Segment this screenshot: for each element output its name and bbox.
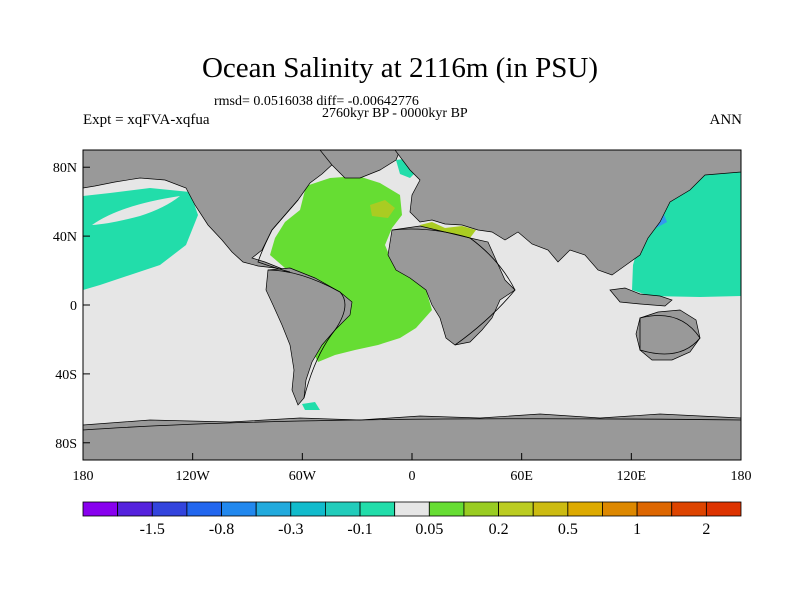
colorbar-swatch [498,501,534,517]
antarctica [83,413,741,460]
colorbar-swatch [186,501,222,517]
colorbar-swatch [325,501,361,517]
x-tick-label: 180 [73,469,94,484]
y-tick-label: 0 [70,299,77,314]
time-range-label: 2760kyr BP - 0000kyr BP [322,106,468,121]
colorbar-swatch [602,501,638,517]
colorbar-label: 0.05 [415,521,443,538]
pacific-light-patch [92,196,180,225]
y-tick-label: 40N [53,230,77,245]
south-atlantic-small-patch [302,402,320,410]
stats-subtitle: rmsd= 0.0516038 diff= -0.00642776 [214,94,419,109]
page-title: Ocean Salinity at 2116m (in PSU) [201,52,599,84]
colorbar-swatch [463,501,499,517]
north-pacific-east-patch [83,188,198,290]
colorbar-label: 1 [633,521,641,538]
x-tick-label: 120E [617,469,647,484]
x-axis: 180 120W 60W 0 60E 120E 180 [73,453,752,484]
x-tick-label: 60E [510,469,533,484]
atlantic-positive-patch [270,176,432,362]
colorbar-swatch [255,501,292,517]
colorbar-swatch [567,501,603,517]
experiment-label: Expt = xqFVA-xqfua [83,112,210,128]
y-tick-label: 40S [55,368,77,383]
y-tick-label: 80S [55,437,77,452]
season-label: ANN [709,112,743,128]
colorbar-swatch [221,501,257,517]
eurasia [394,150,741,276]
colorbar-swatch [359,501,396,517]
colorbar-label: 0.2 [489,521,509,538]
y-tick-label: 80N [53,161,77,176]
colorbar-swatch [394,501,430,517]
colorbar-swatch [532,501,569,517]
colorbar-swatch [151,501,188,517]
colorbar-label: 2 [702,521,710,538]
colorbar-label: -0.1 [347,521,372,538]
colorbar: -1.5 -0.8 -0.3 -0.1 0.05 0.2 0.5 1 2 [82,501,742,538]
y-axis: 80N 40N 0 40S 80S [53,161,90,452]
colorbar-label: -0.8 [209,521,234,538]
north-atlantic-med-patch [370,200,395,218]
x-tick-label: 120W [176,469,211,484]
x-tick-label: 0 [409,469,416,484]
colorbar-swatch [636,501,673,517]
indonesia [609,287,673,307]
colorbar-label: -1.5 [140,521,165,538]
x-tick-label: 180 [731,469,752,484]
map-panel [83,150,741,460]
colorbar-label: -0.3 [278,521,303,538]
colorbar-swatch [671,501,707,517]
colorbar-swatch [82,501,119,517]
colorbar-swatch [705,501,742,517]
colorbar-swatch [117,501,153,517]
colorbar-swatch [428,501,465,517]
x-tick-label: 60W [289,469,317,484]
colorbar-label: 0.5 [558,521,578,538]
coastlines [83,199,741,431]
colorbar-swatch [290,501,326,517]
africa [387,225,516,346]
